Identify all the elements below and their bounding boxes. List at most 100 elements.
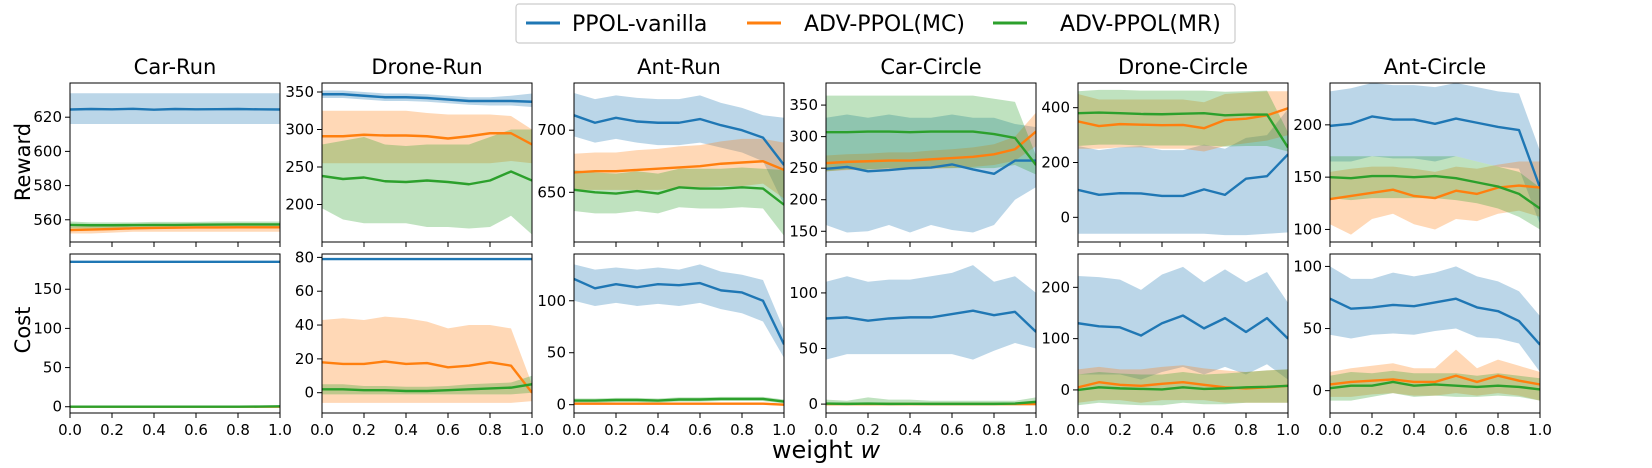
panel-reward-car-circle: 150 200 250 300 350 Car-Circle xyxy=(789,55,1037,247)
line-adv-ppol-mc xyxy=(1078,107,1288,130)
y-tick-label: 50 xyxy=(1303,320,1322,338)
y-tick-label: 580 xyxy=(33,177,62,195)
y-tick-label: 250 xyxy=(285,158,314,176)
band-adv-ppol-mr xyxy=(1078,89,1288,152)
y-tick-label: 600 xyxy=(33,142,62,160)
panel-title: Car-Run xyxy=(134,55,217,79)
x-tick-label: 0.8 xyxy=(226,421,250,439)
plot-area xyxy=(826,265,1036,406)
x-tick-label: 0.0 xyxy=(1318,421,1342,439)
panel-reward-ant-run: 650 700 Ant-Run xyxy=(537,55,785,247)
y-tick-label: 50 xyxy=(43,359,62,377)
band-adv-ppol-mc xyxy=(574,138,784,199)
axes-frame xyxy=(573,82,785,243)
y-tick-label: 100 xyxy=(1293,257,1322,275)
line-ppol-vanilla xyxy=(826,309,1036,333)
y-tick-label: 150 xyxy=(33,280,62,298)
line-adv-ppol-mr xyxy=(826,400,1036,406)
y-tick-label: 300 xyxy=(285,121,314,139)
y-tick-label: 350 xyxy=(285,83,314,101)
x-tick-label: 0.6 xyxy=(436,421,460,439)
plot-area xyxy=(1330,266,1540,401)
y-tick-label: 200 xyxy=(1041,154,1070,172)
x-tick-label: 0.6 xyxy=(688,421,712,439)
band-ppol-vanilla xyxy=(574,92,784,205)
legend-label-adv-ppol-mc: ADV-PPOL(MC) xyxy=(804,12,965,37)
plot-area xyxy=(322,90,532,235)
band-adv-ppol-mc xyxy=(1078,91,1288,152)
x-tick-label: 0.6 xyxy=(1444,421,1468,439)
y-tick-label: 100 xyxy=(789,284,818,302)
row-label-cost: Cost xyxy=(11,307,35,354)
panel-reward-car-run: 560 580 600 620 Car-Run xyxy=(33,55,281,247)
x-tick-label: 0.0 xyxy=(814,421,838,439)
band-adv-ppol-mr xyxy=(322,129,532,235)
band-ppol-vanilla xyxy=(574,264,784,358)
y-tick-label: 350 xyxy=(789,96,818,114)
panel-cost-ant-circle: 0 50 100 0.0 0.2 0.4 0.6 0.8 1.0 xyxy=(1293,253,1552,439)
y-tick-label: 0 xyxy=(304,384,314,402)
panel-title: Drone-Run xyxy=(371,55,482,79)
line-ppol-vanilla xyxy=(574,114,784,166)
band-ppol-vanilla xyxy=(1078,266,1288,380)
x-tick-label: 1.0 xyxy=(1024,421,1048,439)
y-tick-label: 0 xyxy=(1060,208,1070,226)
axes-frame xyxy=(321,82,533,243)
line-adv-ppol-mr xyxy=(1078,111,1288,149)
band-ppol-vanilla xyxy=(1330,266,1540,373)
x-tick-label: 1.0 xyxy=(268,421,292,439)
y-tick-label: 620 xyxy=(33,108,62,126)
panel-title: Drone-Circle xyxy=(1118,55,1248,79)
panel-reward-ant-circle: 100 150 200 Ant-Circle xyxy=(1293,55,1541,247)
plot-area xyxy=(574,92,784,236)
axes-frame xyxy=(1329,253,1541,414)
line-ppol-vanilla xyxy=(1078,314,1288,340)
axes-frame xyxy=(573,253,785,414)
line-adv-ppol-mc xyxy=(826,130,1036,165)
x-axis-label-text: weight xyxy=(772,436,861,464)
line-adv-ppol-mr xyxy=(70,223,280,227)
band-adv-ppol-mr xyxy=(1330,156,1540,230)
panel-cost-ant-run: 0 50 100 0.0 0.2 0.4 0.6 0.8 1.0 xyxy=(537,253,796,439)
band-adv-ppol-mr xyxy=(574,167,784,236)
line-adv-ppol-mc xyxy=(574,160,784,174)
x-tick-label: 0.8 xyxy=(982,421,1006,439)
line-adv-ppol-mc xyxy=(322,132,532,146)
band-adv-ppol-mc xyxy=(322,316,532,403)
y-tick-label: 50 xyxy=(547,344,566,362)
line-adv-ppol-mr xyxy=(1078,384,1288,392)
panel-cost-drone-circle: 0 100 200 0.0 0.2 0.4 0.6 0.8 1.0 xyxy=(1041,253,1300,439)
plot-area xyxy=(70,260,280,408)
x-tick-label: 0.4 xyxy=(898,421,922,439)
line-ppol-vanilla xyxy=(1330,115,1540,189)
x-tick-label: 0.6 xyxy=(940,421,964,439)
plot-area xyxy=(1078,89,1288,236)
axes-frame xyxy=(825,253,1037,414)
x-tick-label: 0.4 xyxy=(1402,421,1426,439)
plot-area xyxy=(826,95,1036,233)
row-label-reward: Reward xyxy=(11,123,35,201)
axes-frame xyxy=(1077,253,1289,414)
panel-title: Car-Circle xyxy=(880,55,981,79)
line-adv-ppol-mc xyxy=(70,226,280,232)
legend-label-ppol-vanilla: PPOL-vanilla xyxy=(572,12,707,37)
x-tick-label: 0.2 xyxy=(100,421,124,439)
y-tick-label: 300 xyxy=(789,128,818,146)
line-ppol-vanilla xyxy=(1330,297,1540,346)
y-tick-label: 200 xyxy=(1293,116,1322,134)
x-tick-label: 0.4 xyxy=(394,421,418,439)
line-adv-ppol-mr xyxy=(322,383,532,393)
x-tick-label: 0.2 xyxy=(1360,421,1384,439)
y-tick-label: 560 xyxy=(33,211,62,229)
x-axis-label: weight w xyxy=(772,436,881,464)
panel-cost-drone-run: 0 20 40 60 80 0.0 0.2 0.4 0.6 0.8 1.0 xyxy=(295,248,544,439)
y-tick-label: 0 xyxy=(1060,381,1070,399)
line-ppol-vanilla xyxy=(70,107,280,111)
axes-frame xyxy=(69,82,281,243)
band-ppol-vanilla xyxy=(826,265,1036,360)
y-tick-label: 100 xyxy=(1041,330,1070,348)
line-adv-ppol-mr xyxy=(574,397,784,403)
panel-reward-drone-run: 200 250 300 350 Drone-Run xyxy=(285,55,533,247)
plot-area xyxy=(574,264,784,406)
y-tick-label: 100 xyxy=(537,292,566,310)
